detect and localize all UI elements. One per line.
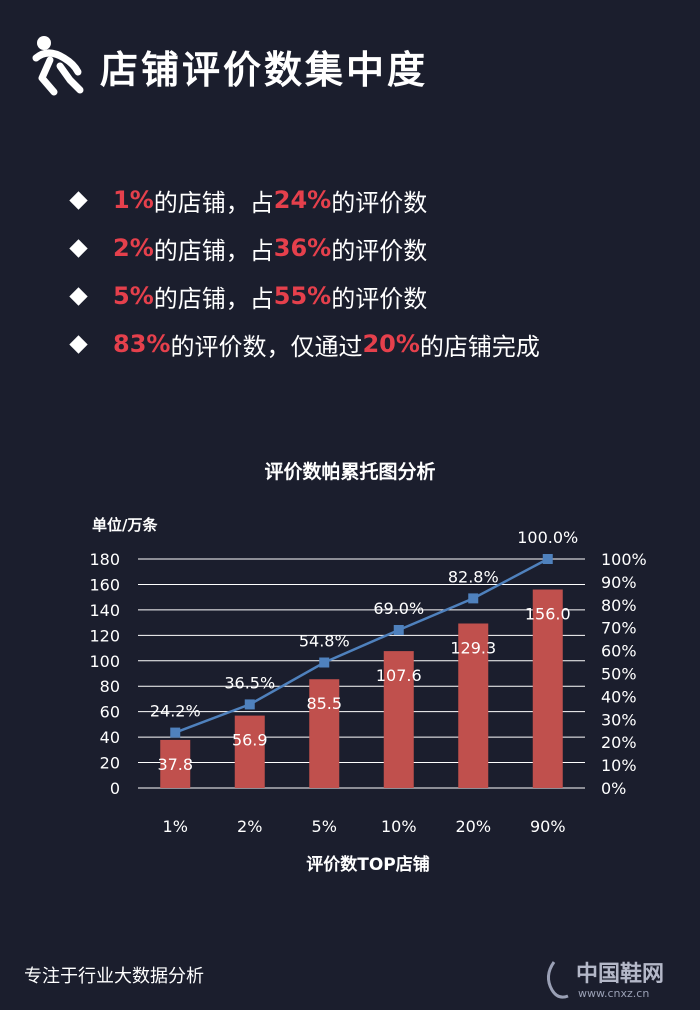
- y-tick-label: 140: [89, 601, 120, 620]
- finding-text: 的评价数: [331, 188, 428, 217]
- bar: [383, 651, 414, 788]
- finding-percent: 20%: [362, 330, 420, 358]
- y2-tick-label: 90%: [601, 573, 637, 592]
- y2-tick-label: 100%: [601, 550, 647, 569]
- x-tick-label: 20%: [455, 817, 491, 836]
- line-value-label: 69.0%: [373, 599, 424, 618]
- footer-tagline: 专注于行业大数据分析: [24, 966, 204, 987]
- finding-percent: 83%: [113, 330, 171, 358]
- finding-percent: 5%: [113, 282, 154, 310]
- y-tick-label: 180: [89, 550, 120, 569]
- bar-value-label: 107.6: [376, 666, 422, 685]
- y2-tick-label: 40%: [601, 687, 637, 706]
- finding-item: 83% 的评价数，仅通过 20% 的店铺完成: [69, 320, 540, 368]
- finding-text: 的评价数，仅通过: [170, 332, 363, 361]
- bar-value-label: 129.3: [450, 639, 496, 658]
- bullet-diamond-icon: [69, 238, 88, 258]
- bar: [160, 739, 191, 788]
- y-tick-label: 100: [89, 652, 120, 671]
- y2-tick-label: 30%: [601, 710, 637, 729]
- y2-tick-label: 60%: [601, 642, 637, 661]
- pareto-chart: 评价数帕累托图分析 单位/万条 评价数TOP店铺 0 20 40 60 80 100 120…: [89, 460, 646, 875]
- line-value-label: 100.0%: [517, 528, 578, 547]
- finding-item: 1% 的店铺，占 24% 的评价数: [69, 176, 540, 224]
- bullet-diamond-icon: [69, 286, 88, 306]
- page-header: 店铺评价数集中度: [30, 34, 428, 98]
- line-point: [244, 699, 255, 710]
- cumulative-line: [174, 557, 549, 734]
- y-tick-label: 40: [100, 728, 120, 747]
- x-tick-label: 2%: [237, 817, 262, 836]
- y-tick-label: 60: [100, 703, 120, 722]
- y2-tick-label: 20%: [601, 733, 637, 752]
- finding-text: 的店铺，占: [153, 236, 274, 265]
- bar-value-label: 85.5: [306, 694, 342, 713]
- bar: [309, 679, 340, 788]
- finding-text: 的店铺，占: [153, 188, 274, 217]
- finding-item: 2% 的店铺，占 36% 的评价数: [69, 224, 540, 272]
- bullet-diamond-icon: [69, 334, 88, 354]
- line-value-label: 82.8%: [448, 567, 499, 586]
- bullet-diamond-icon: [69, 190, 88, 210]
- finding-text: 的评价数: [331, 236, 428, 265]
- line-point: [542, 554, 553, 564]
- x-tick-label: 90%: [530, 817, 566, 836]
- key-findings-list: 1% 的店铺，占 24% 的评价数 2% 的店铺，占 36% 的评价数 5% 的店铺，占 55%…: [69, 176, 540, 368]
- finding-text: 的评价数: [331, 284, 428, 313]
- bar-value-label: 156.0: [525, 605, 571, 624]
- y2-tick-label: 70%: [601, 619, 637, 638]
- y-tick-label: 0: [110, 779, 120, 798]
- finding-percent: 24%: [273, 186, 332, 214]
- bar-value-label: 37.8: [157, 755, 193, 774]
- y2-tick-label: 80%: [601, 596, 637, 615]
- page-title: 店铺评价数集中度: [100, 47, 429, 92]
- y-tick-label: 120: [89, 626, 120, 645]
- finding-percent: 1%: [113, 186, 154, 214]
- line-value-label: 36.5%: [224, 673, 275, 692]
- watermark-url: www.cnxz.cn: [578, 987, 649, 1000]
- bar-value-label: 56.9: [232, 731, 268, 750]
- y2-tick-label: 50%: [601, 665, 637, 684]
- line-point: [468, 593, 479, 604]
- line-value-label: 54.8%: [299, 632, 350, 651]
- finding-percent: 55%: [273, 282, 332, 310]
- finding-percent: 36%: [273, 234, 332, 262]
- y2-tick-label: 0%: [601, 779, 626, 798]
- y2-tick-label: 10%: [601, 756, 637, 775]
- finding-text: 的店铺完成: [419, 332, 540, 361]
- bar: [234, 715, 265, 788]
- x-tick-label: 5%: [312, 817, 337, 836]
- finding-text: 的店铺，占: [153, 284, 274, 313]
- y-tick-label: 160: [89, 575, 120, 594]
- shoe-logo-icon: [547, 961, 569, 999]
- line-point: [319, 657, 330, 668]
- bar: [532, 589, 563, 788]
- y-tick-label: 20: [100, 754, 120, 773]
- line-point: [170, 727, 181, 738]
- chart-plot-area: 0 20 40 60 80 100 120 140 160 180 0% 10% 20% 30% 40% 50…: [89, 528, 646, 836]
- y-axis-label: 单位/万条: [92, 516, 158, 534]
- finding-item: 5% 的店铺，占 55% 的评价数: [69, 272, 540, 320]
- x-tick-label: 10%: [381, 817, 417, 836]
- x-tick-label: 1%: [163, 817, 188, 836]
- finding-percent: 2%: [113, 234, 154, 262]
- line-point: [393, 624, 404, 635]
- x-axis-label: 评价数TOP店铺: [306, 854, 430, 875]
- chart-title: 评价数帕累托图分析: [264, 460, 435, 483]
- running-person-icon: [32, 36, 84, 96]
- watermark-brand: 中国鞋网: [576, 962, 664, 987]
- y-tick-label: 80: [100, 677, 120, 696]
- site-watermark: 中国鞋网 www.cnxz.cn: [547, 961, 664, 1000]
- bar: [458, 623, 489, 788]
- line-value-label: 24.2%: [150, 702, 201, 721]
